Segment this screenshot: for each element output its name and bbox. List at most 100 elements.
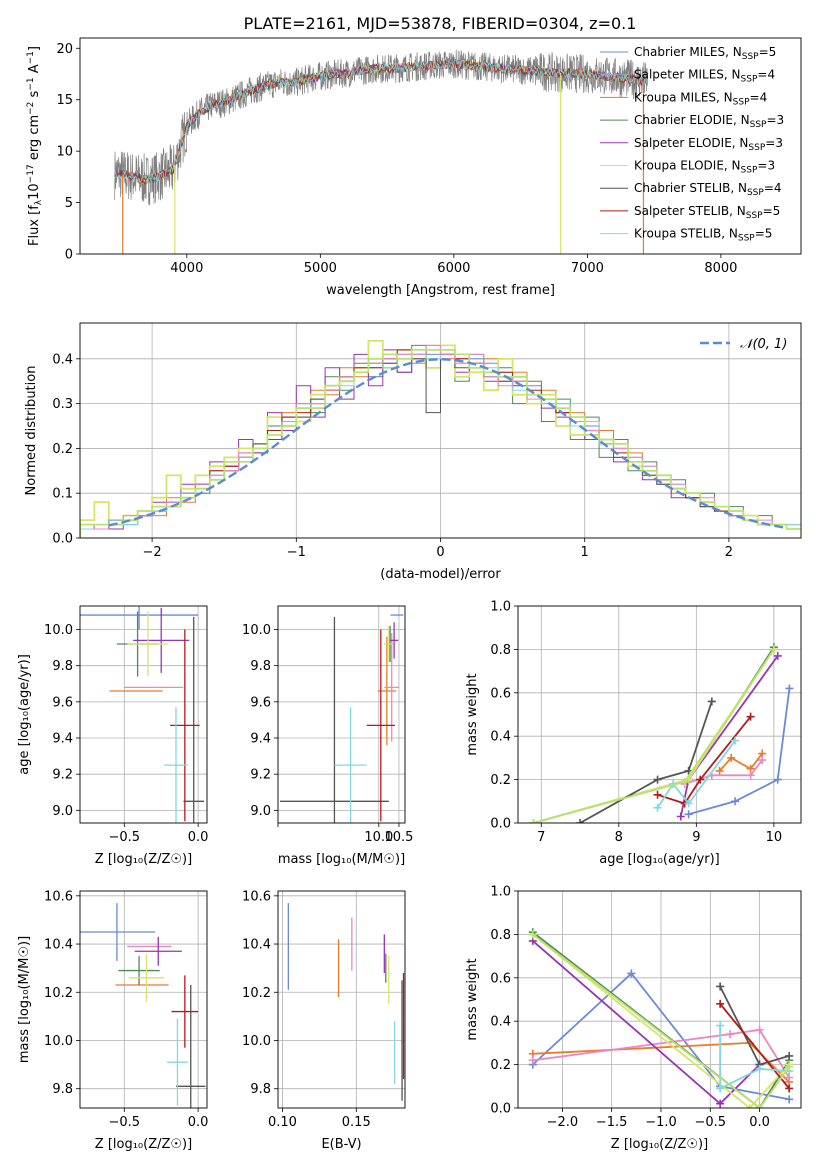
y-axis-label-part: 10 [27,183,42,200]
errorbar-point [384,633,399,742]
mass-weight-marker [528,930,537,939]
mass-weight-marker [627,969,636,978]
x-axis-label: Z [log₁₀(Z/Z☉)] [95,1137,192,1152]
plot-area [80,606,207,823]
spectrum-panel: 4000 5000 6000 7000 8000 0 5 10 15 20 wavelength [… [26,37,802,298]
y-tick-label: 0.4 [52,352,73,367]
legend-label-sub: SSP [733,97,750,107]
y-axis-label-part: s [27,90,42,101]
plot-area [518,606,801,823]
axes-frame [79,605,208,824]
axes-frame [517,605,802,824]
x-tick-label: 0.15 [342,1115,371,1130]
mass-weight-line [532,1028,790,1079]
axes-frame [277,890,406,1109]
x-tick-label: 10 [766,830,783,845]
legend-label: Salpeter STELIB, NSSP=5 [634,204,780,221]
y-tick-label: 9.8 [52,1082,73,1097]
errorbar-point [127,611,169,677]
legend-label-sub: SSP [748,143,765,153]
y-tick-label: 10.2 [242,986,271,1001]
mass-weight-line [532,933,790,1108]
mass-weight-marker [755,1104,764,1108]
mass-weight-line [579,701,713,823]
errorbar-point [80,903,156,961]
x-tick-label: 2 [725,545,733,560]
legend-label-suffix: =4 [764,181,782,195]
x-tick-label: −1.0 [645,1115,677,1130]
y-tick-label: 9.2 [250,768,271,783]
y-tick-label: 9.4 [52,732,73,747]
mass-vs-EBV-panel: 0.10 0.15 9.8 10.0 10.2 10.4 10.6 E(B-V) [242,889,406,1152]
x-tick-label: −2 [143,545,162,560]
x-axis-label: Z [log₁₀(Z/Z☉)] [95,852,192,867]
mass-weight-marker [716,999,725,1008]
y-tick-label: 0.0 [490,817,511,832]
y-tick-label: 9.8 [250,1082,271,1097]
legend-label-sub: SSP [746,211,763,221]
legend-label-text: Chabrier ELODIE, N [634,113,750,127]
axes-frame [79,322,802,539]
y-tick-label: 9.0 [250,804,271,819]
y-tick-label: 0.2 [52,442,73,457]
x-tick-label: 8 [615,830,623,845]
mass-weight-line [532,972,790,1101]
plot-area [80,891,207,1108]
plot-area [114,49,648,254]
mass-weight-marker [773,775,782,784]
y-axis-label-part: −17 [26,164,36,183]
mass-weight-marker [727,753,736,762]
legend-label-suffix: =5 [759,45,777,59]
y-axis-label-part: Flux [f [27,205,42,246]
errorbar-point [183,616,205,823]
legend-label-text: Kroupa MILES, N [634,90,733,104]
y-axis-label-part: erg cm [27,115,42,164]
legend-label-text: Chabrier MILES, N [634,45,742,59]
mass-weight-marker [684,810,693,819]
x-axis-label: (data-model)/error [380,567,501,582]
x-tick-label: 8000 [704,261,737,276]
errorbar-point [175,985,206,1108]
y-axis-label: age [log₁₀(age/yr)] [17,654,32,775]
legend-label-sub: SSP [747,188,764,198]
errorbar-point [366,629,395,822]
legend-label-suffix: =4 [757,68,775,82]
x-tick-label: −2.0 [547,1115,579,1130]
mass-weight-marker [726,1030,735,1039]
mass-weight-line [532,933,790,1108]
legend-label: Salpeter ELODIE, NSSP=3 [634,136,783,153]
mass-weight-marker [653,775,662,784]
y-axis-label: mass weight [465,673,480,755]
y-tick-label: 5 [65,196,73,211]
y-tick-label: 9.0 [52,804,73,819]
x-tick-label: 0.0 [749,1115,770,1130]
legend-label-text: Salpeter MILES, N [634,68,741,82]
y-tick-label: 0.1 [52,487,73,502]
legend-label: Chabrier STELIB, NSSP=4 [634,181,782,198]
mass-weight-marker [653,790,662,799]
massweight-vs-Z-panel: −2.0 −1.5 −1.0 −0.5 0.0 0.0 0.2 0.4 0.6 0.8 1.0 Z [… [465,885,802,1152]
y-tick-label: 0.2 [490,773,511,788]
errorbar-point [384,625,394,663]
y-tick-label: 9.8 [52,659,73,674]
mass-weight-marker [715,766,724,775]
mass-weight-marker [716,1099,725,1108]
legend-label: 𝒩(0, 1) [740,337,787,352]
legend-label: Chabrier ELODIE, NSSP=3 [634,113,784,130]
mass-weight-marker [755,1025,764,1034]
mass-weight-marker [731,736,740,745]
y-axis-label-part: −1 [26,51,36,64]
y-axis-label-part: −2 [26,102,36,115]
errorbar-point [167,1018,188,1106]
y-tick-label: 0.4 [490,730,511,745]
y-tick-label: 0.6 [490,686,511,701]
mass-weight-marker [529,819,538,823]
y-axis-label: mass weight [465,958,480,1040]
y-tick-label: 1.0 [490,885,511,900]
axes-frame [277,605,406,824]
y-tick-label: 10.0 [44,623,73,638]
y-tick-label: 9.4 [250,732,271,747]
y-tick-label: 1.0 [490,600,511,615]
